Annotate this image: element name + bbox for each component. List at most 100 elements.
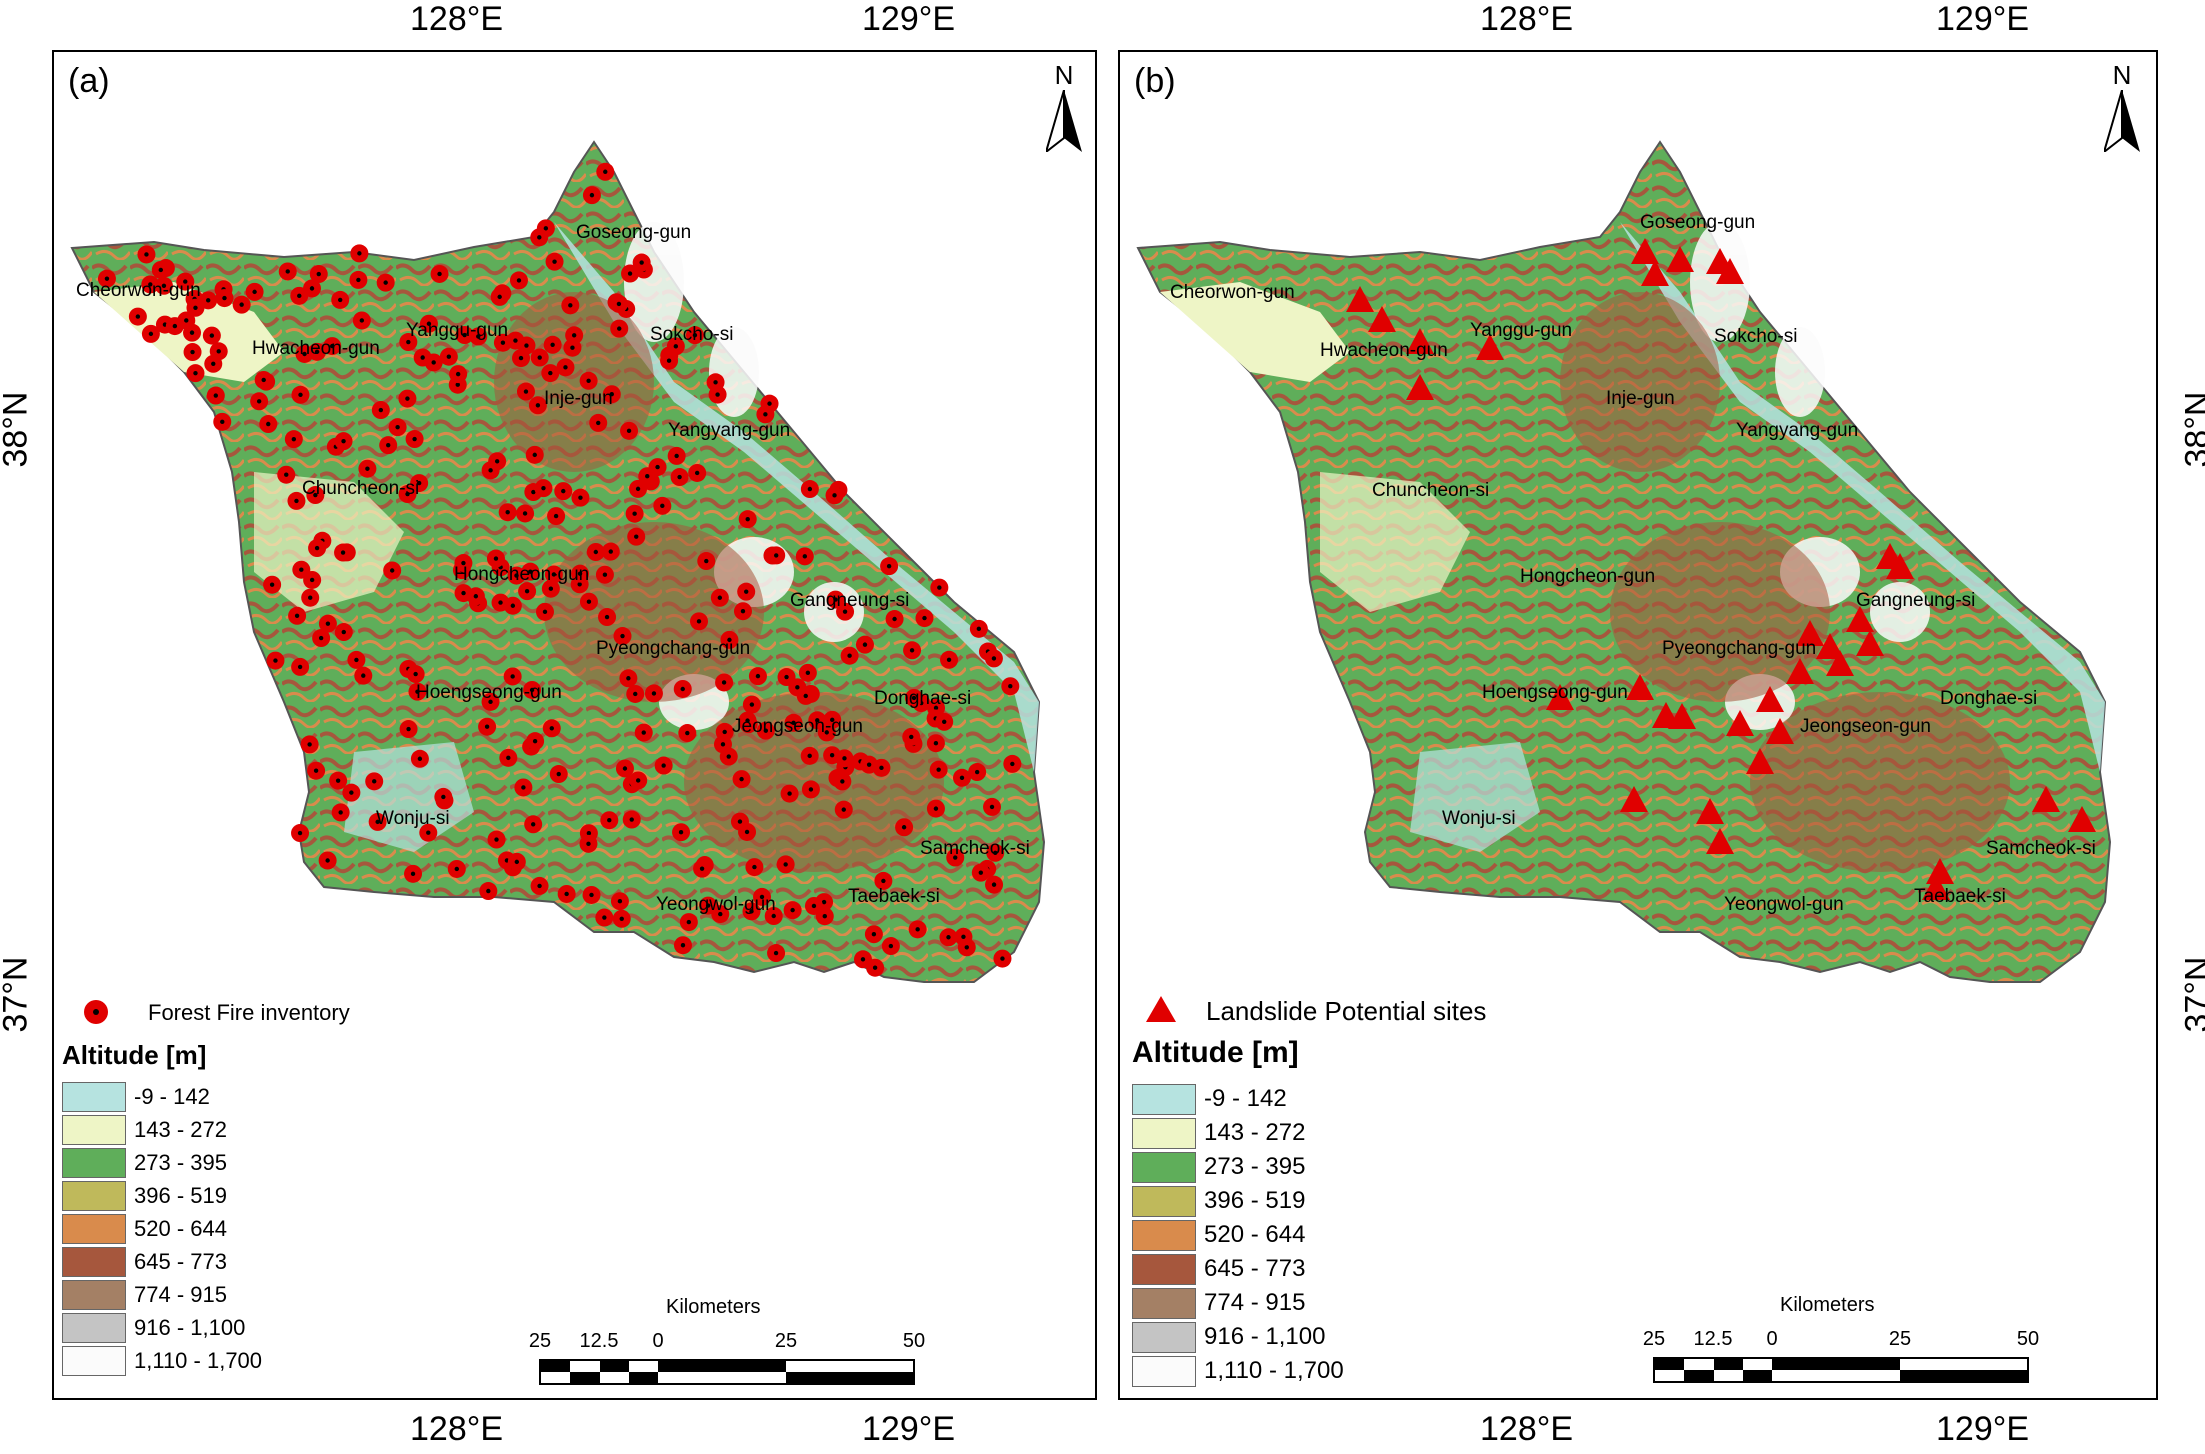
fire-marker: [953, 768, 972, 787]
fire-marker: [331, 803, 350, 822]
fire-marker: [490, 287, 509, 306]
fire-marker: [334, 543, 353, 562]
legend-item: 143 - 272: [62, 1113, 262, 1146]
place-label: Gangneung-si: [1856, 590, 1976, 611]
panel-label: (a): [68, 62, 110, 100]
fire-marker: [939, 928, 958, 947]
legend-item: 645 - 773: [62, 1245, 262, 1278]
fire-marker: [154, 276, 173, 295]
fire-marker: [350, 244, 369, 263]
legend-label: 916 - 1,100: [1204, 1323, 1326, 1350]
legend-label: 396 - 519: [1204, 1187, 1306, 1214]
legend-item: 396 - 519: [1132, 1184, 1344, 1218]
lon-label-bottom-right-129: 129°E: [1936, 1410, 2030, 1448]
fire-marker: [579, 371, 598, 390]
legend-swatch: [1132, 1321, 1196, 1353]
fire-marker: [278, 262, 297, 281]
fire-marker: [209, 342, 228, 361]
fire-marker: [713, 735, 732, 754]
landslide-marker: [1786, 658, 1814, 684]
fire-marker: [404, 864, 423, 883]
legend-item: -9 - 142: [62, 1080, 262, 1113]
fire-marker: [596, 162, 615, 181]
fire-marker: [399, 720, 418, 739]
fire-marker: [985, 875, 1004, 894]
fire-marker: [619, 669, 638, 688]
legend-swatch: [62, 1312, 126, 1343]
legend-swatch: [1132, 1287, 1196, 1319]
legend-item: 396 - 519: [62, 1179, 262, 1212]
place-label: Donghae-si: [1940, 688, 2038, 709]
fire-marker: [780, 784, 799, 803]
place-label: Taebaek-si: [848, 886, 940, 907]
place-label: Chuncheon-si: [302, 478, 420, 499]
fire-marker: [926, 734, 945, 753]
legend-item: 774 - 915: [1132, 1286, 1344, 1320]
legend-item: 1,110 - 1,700: [1132, 1354, 1344, 1388]
fire-marker: [733, 602, 752, 621]
fire-marker: [516, 504, 535, 523]
fire-marker: [523, 680, 542, 699]
fire-marker: [312, 629, 331, 648]
legend-swatch: [1132, 1355, 1196, 1387]
lon-label-bottom-left-129: 129°E: [862, 1410, 956, 1448]
landslide-marker: [1406, 374, 1434, 400]
fire-marker: [307, 761, 326, 780]
fire-marker: [206, 386, 225, 405]
legend-label: 143 - 272: [134, 1116, 227, 1142]
fire-marker: [291, 824, 310, 843]
fire-marker: [512, 349, 531, 368]
legend-label: 916 - 1,100: [134, 1314, 246, 1340]
fire-marker: [672, 823, 691, 842]
fire-marker: [795, 547, 814, 566]
fire-marker: [800, 746, 819, 765]
fire-marker: [541, 364, 560, 383]
fire-marker: [610, 319, 629, 338]
legend-item: 273 - 395: [1132, 1150, 1344, 1184]
scale-title: Kilometers: [666, 1296, 761, 1318]
fire-marker: [926, 799, 945, 818]
fire-marker: [679, 913, 698, 932]
panel-label: (b): [1134, 62, 1176, 100]
legend-item: -9 - 142: [1132, 1082, 1344, 1116]
legend-label: 774 - 915: [134, 1281, 227, 1307]
legend-swatch: [62, 1180, 126, 1211]
legend-title: Altitude [m]: [62, 1040, 207, 1070]
fire-marker: [424, 353, 443, 372]
north-arrow: N: [2092, 60, 2152, 160]
landslide-marker: [1368, 306, 1396, 332]
landslide-marker: [1546, 684, 1574, 710]
fire-marker: [199, 291, 218, 310]
legend-item: 916 - 1,100: [62, 1311, 262, 1344]
north-letter: N: [1054, 60, 1074, 90]
fire-marker: [535, 602, 554, 621]
landslide-marker: [1826, 650, 1854, 676]
legend-title: Altitude [m]: [1132, 1036, 1299, 1069]
fire-marker: [612, 909, 631, 928]
landslide-marker: [1631, 238, 1659, 264]
fire-marker: [595, 565, 614, 584]
fire-marker: [545, 252, 564, 271]
fire-marker: [935, 712, 954, 731]
fire-marker: [836, 602, 855, 621]
map-canvas: [1136, 140, 2112, 983]
fire-marker-icon: [84, 1000, 108, 1024]
fire-marker: [993, 949, 1012, 968]
fire-marker: [514, 778, 533, 797]
fire-marker: [720, 630, 739, 649]
fire-marker: [399, 333, 418, 352]
landslide-marker: [1641, 260, 1669, 286]
place-label: Jeongseon-gun: [732, 716, 863, 737]
landslide-marker: [2068, 806, 2096, 832]
legend-symbol-row: Forest Fire inventory: [82, 998, 482, 1028]
landslide-marker: [1666, 246, 1694, 272]
fire-marker: [556, 358, 575, 377]
fire-marker: [625, 504, 644, 523]
place-label: Yeongwol-gun: [656, 894, 776, 915]
legend-swatch: [1132, 1083, 1196, 1115]
landslide-marker: [1886, 553, 1914, 579]
fire-marker: [622, 810, 641, 829]
legend-swatch: [1132, 1219, 1196, 1251]
fire-marker: [498, 503, 517, 522]
fire-marker: [800, 480, 819, 499]
